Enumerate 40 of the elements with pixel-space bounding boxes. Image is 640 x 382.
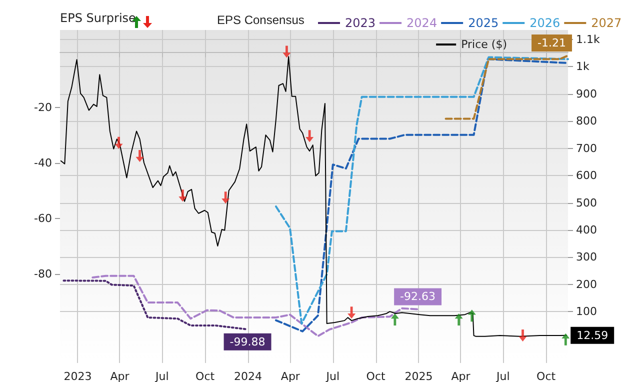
x-tick-label: Jul — [325, 370, 340, 382]
x-tick-label: Jul — [496, 370, 510, 382]
y-tick-label: -40 — [34, 156, 52, 170]
y2-tick-label: 700 — [576, 142, 597, 155]
x-tick-label: Apr — [110, 370, 130, 382]
legend-label: 2023 — [345, 16, 376, 30]
x-tick-label: Apr — [451, 370, 471, 382]
legend-label: 2027 — [591, 16, 622, 30]
line-series — [62, 280, 249, 330]
data-label: -92.63 — [400, 290, 436, 304]
y2-tick-label: 800 — [576, 114, 597, 128]
legend-label: 2024 — [406, 16, 438, 30]
legend-label: 2025 — [468, 16, 499, 30]
y-axis-title: EPS Surprise — [60, 11, 136, 25]
x-tick-label: Oct — [536, 370, 556, 382]
data-label: 12.59 — [576, 328, 608, 342]
y2-tick-label: 200 — [576, 278, 597, 291]
data-label: -1.21 — [538, 36, 566, 50]
y2-tick-label: 1k — [576, 60, 590, 74]
legend-label: Price ($) — [461, 38, 508, 51]
y2-tick-label: 1.1k — [576, 33, 600, 46]
x-tick-label: 2025 — [404, 370, 433, 382]
x-tick-label: 2024 — [234, 370, 262, 382]
y-tick-label: -80 — [34, 268, 52, 281]
x-tick-label: Oct — [366, 370, 386, 382]
x-tick-label: Oct — [196, 370, 216, 382]
y2-tick-label: 100 — [576, 305, 597, 318]
y-tick-label: -60 — [34, 212, 52, 226]
data-label: -99.88 — [230, 335, 266, 348]
legend-label: 2026 — [530, 16, 560, 30]
legend-title: EPS Consensus — [217, 13, 304, 27]
y-tick-label: -20 — [34, 101, 52, 114]
y2-tick-label: 600 — [576, 169, 597, 182]
x-tick-label: Apr — [280, 370, 300, 382]
x-tick-label: 2023 — [64, 370, 92, 382]
y2-tick-label: 900 — [576, 87, 597, 100]
x-tick-label: Jul — [154, 370, 169, 382]
y2-tick-label: 400 — [576, 223, 597, 236]
y2-tick-label: 300 — [576, 250, 597, 264]
y2-tick-label: 500 — [576, 196, 597, 210]
